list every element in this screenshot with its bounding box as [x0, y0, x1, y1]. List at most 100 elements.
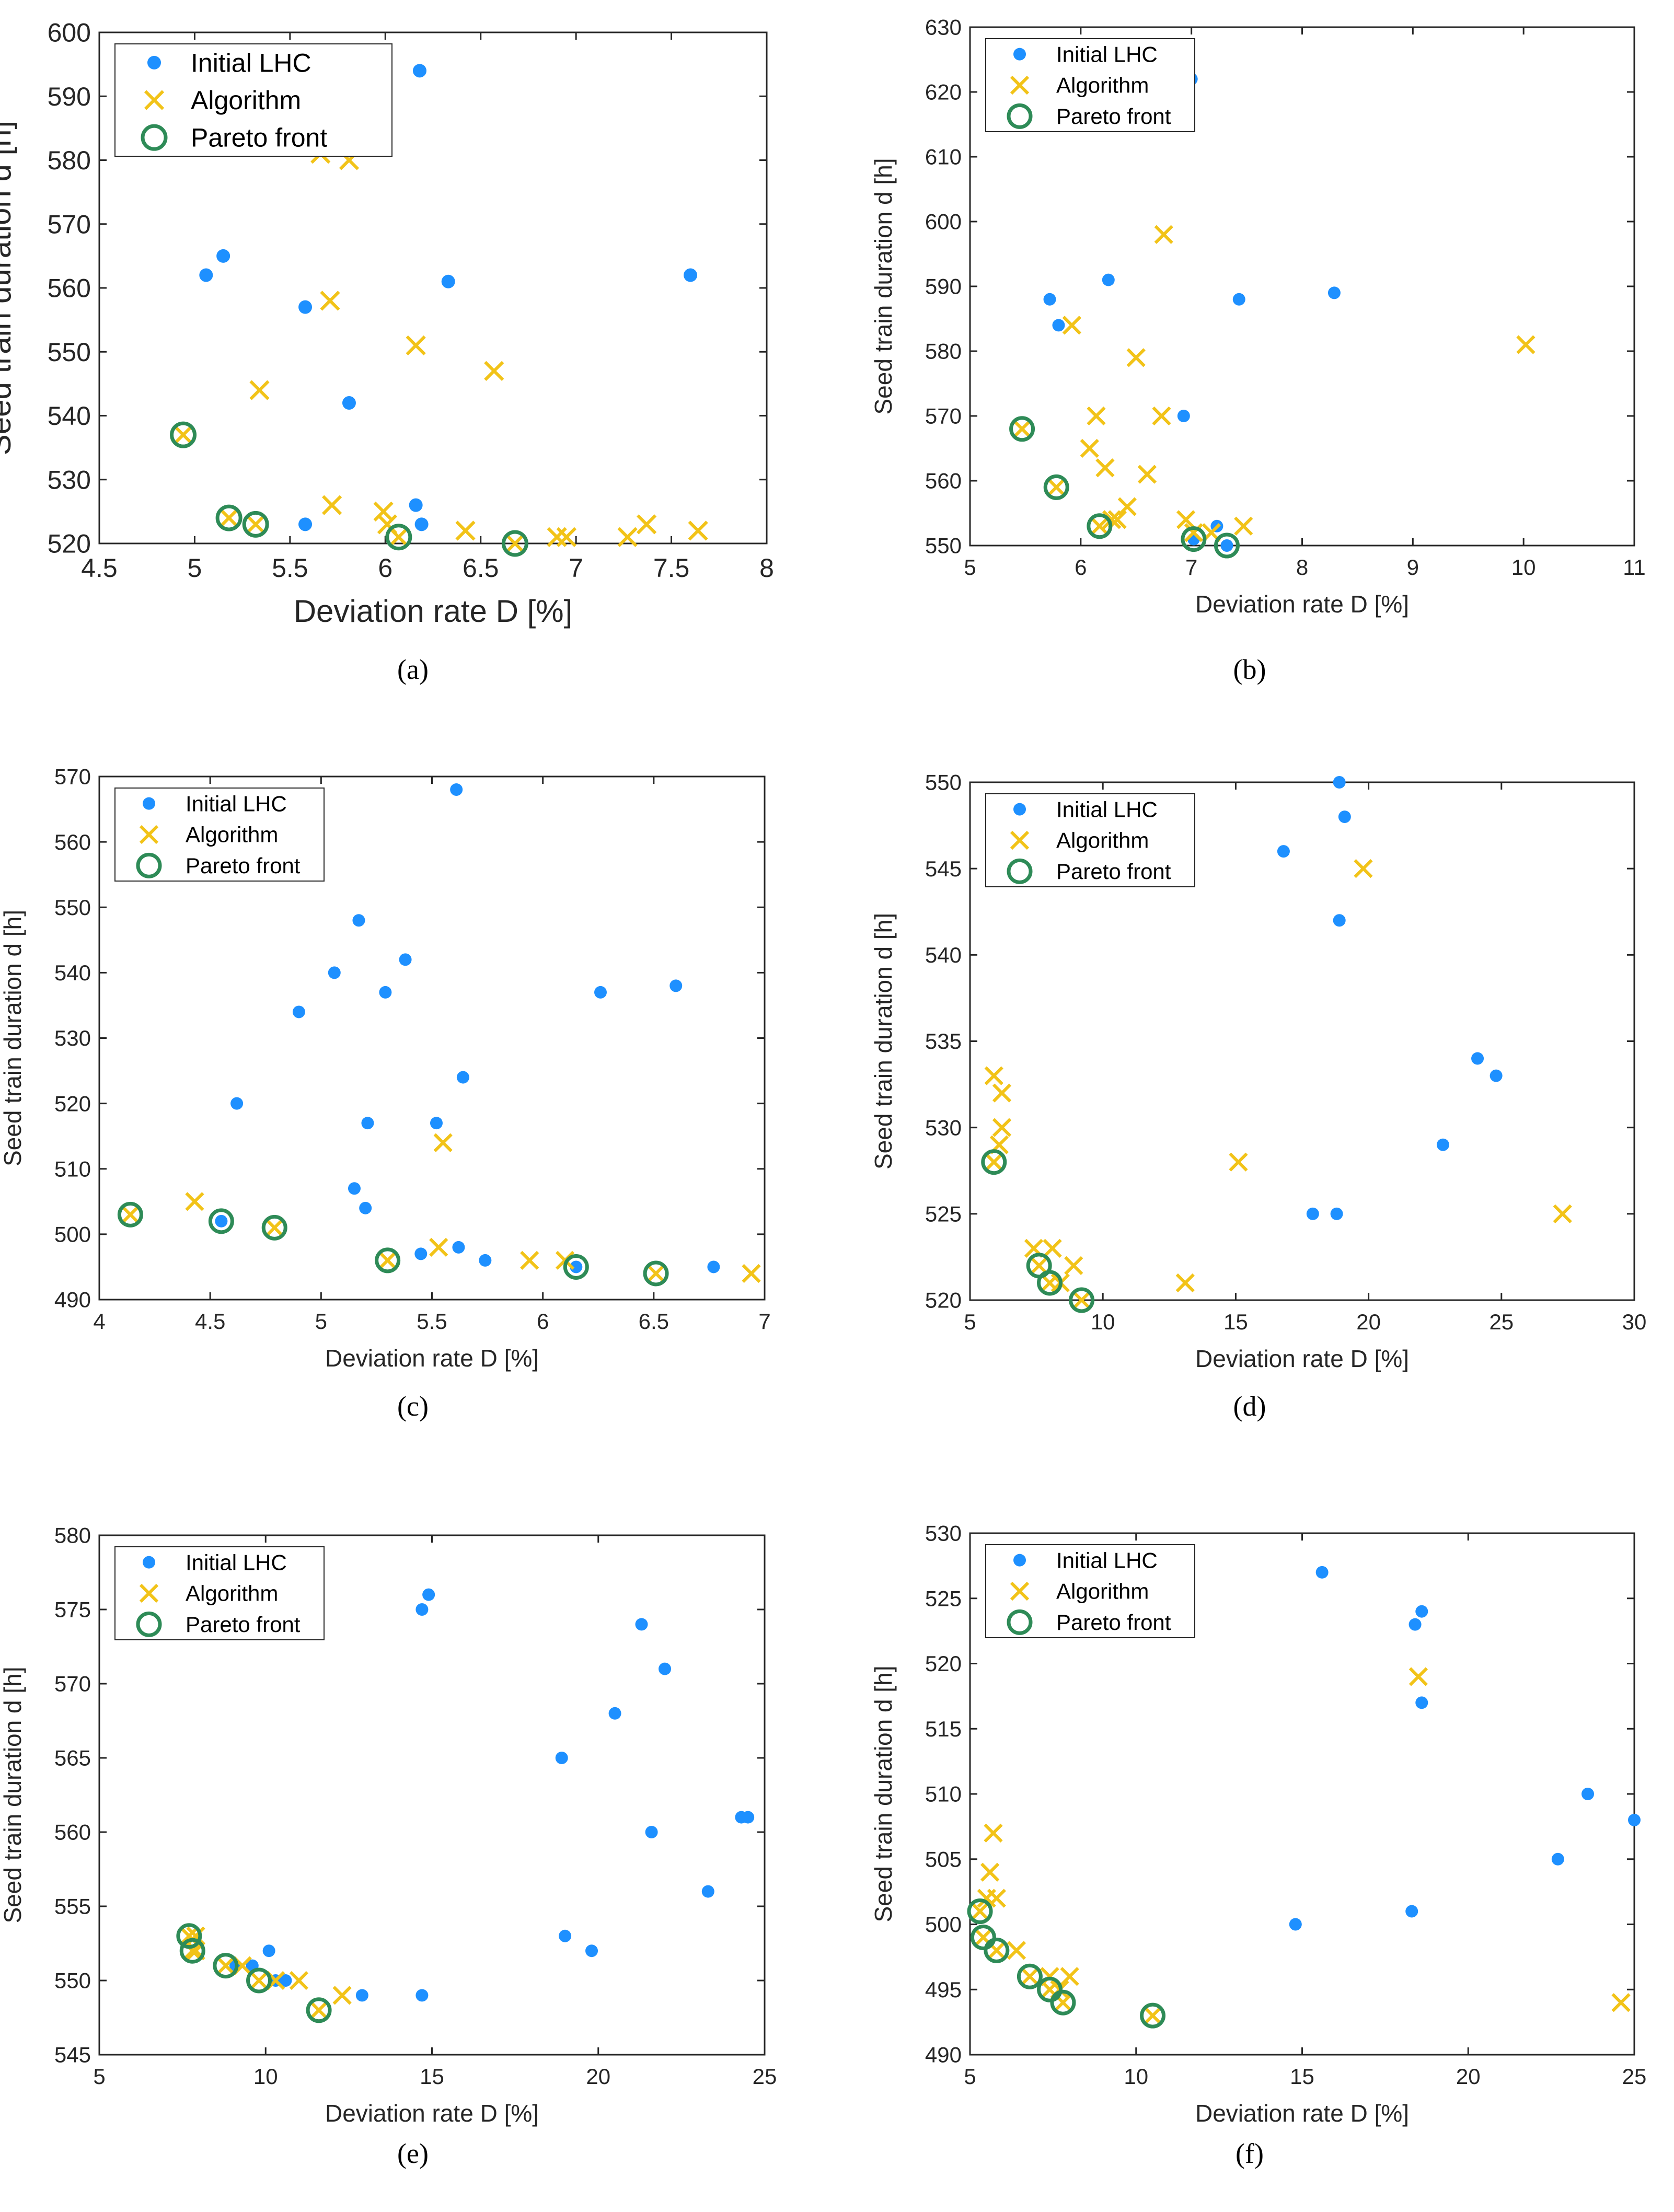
lhc-point: [441, 274, 455, 288]
algorithm-cross-stroke: [1062, 316, 1082, 335]
lhc-point: [216, 249, 230, 263]
x-tick-label: 6: [1075, 555, 1087, 580]
x-axis-label: Deviation rate D [%]: [325, 2100, 539, 2127]
legend-label-pareto: Pareto front: [1056, 104, 1171, 129]
panel-label-f: (f): [1236, 2138, 1264, 2169]
algorithm-cross-stroke: [1047, 478, 1066, 497]
algorithm-point: [1117, 497, 1137, 516]
y-tick-label: 560: [925, 469, 962, 493]
y-tick-label: 630: [925, 15, 962, 40]
algorithm-point: [1064, 1256, 1083, 1276]
algorithm-cross-stroke: [974, 1928, 993, 1947]
lhc-point: [1102, 273, 1115, 286]
algorithm-cross-stroke: [1409, 1667, 1428, 1686]
lhc-point: [1277, 845, 1290, 858]
legend-cross-stroke: [1010, 830, 1030, 850]
algorithm-cross-stroke: [332, 1986, 352, 2005]
legend-lhc-marker: [1013, 803, 1026, 816]
x-tick-label: 8: [759, 553, 774, 583]
legend-label-algorithm: Algorithm: [186, 1581, 278, 1606]
legend-label-algorithm: Algorithm: [1056, 73, 1149, 98]
x-tick-label: 6: [378, 553, 392, 583]
lhc-point: [352, 914, 365, 927]
algorithm-cross-stroke: [1553, 1204, 1572, 1223]
legend: Initial LHC Algorithm Pareto front: [985, 1544, 1195, 1638]
algorithm-cross-stroke: [984, 1066, 1003, 1085]
pareto-point: [967, 1898, 993, 1925]
legend-label-lhc: Initial LHC: [1056, 1548, 1158, 1572]
y-tick-label: 530: [48, 465, 91, 494]
pareto-point: [385, 524, 412, 551]
pareto-point: [242, 511, 269, 538]
lhc-point: [292, 1005, 305, 1018]
legend: Initial LHC Algorithm Pareto front: [114, 1546, 325, 1640]
algorithm-point: [1229, 1152, 1248, 1172]
x-axis-label: Deviation rate D [%]: [1195, 1345, 1409, 1372]
pareto-point: [501, 530, 528, 557]
algorithm-cross-stroke: [183, 1941, 202, 1961]
y-tick-label: 550: [925, 534, 962, 558]
panel-label-a: (a): [397, 654, 429, 685]
algorithm-point: [246, 514, 266, 535]
lhc-point: [635, 1618, 648, 1631]
algorithm-point: [992, 1118, 1012, 1137]
scatter-chart-f: 5 10 15 20 25490495500505510515520525530Devi…: [870, 1521, 1646, 2127]
lhc-point: [430, 1117, 443, 1130]
lhc-point: [1415, 1696, 1428, 1709]
y-tick-label: 500: [54, 1222, 91, 1247]
chart-panel-c: 4 4.5 5 5.5 6 6.5 7 490 500 510 520 530 540 550 560 570…: [0, 737, 837, 1474]
legend-label-lhc: Initial LHC: [186, 791, 287, 816]
algorithm-cross-stroke: [429, 1237, 448, 1257]
x-tick-label: 7: [758, 1309, 770, 1334]
algorithm-cross-stroke: [1072, 1290, 1091, 1310]
scatter-chart-e: 5 10 15 20 25 545 550 555 560 565 570 575 580 Deviati…: [0, 1523, 777, 2127]
legend-lhc-marker: [1013, 1554, 1026, 1567]
algorithm-cross-stroke: [185, 1192, 204, 1211]
legend-pareto-marker: [136, 852, 162, 878]
algorithm-cross-stroke: [1152, 406, 1171, 426]
pareto-point: [1214, 532, 1240, 559]
y-tick-label: 520: [54, 1091, 91, 1116]
lhc-point: [684, 268, 698, 282]
x-tick-label: 7.5: [653, 553, 690, 583]
lhc-point: [298, 517, 313, 531]
algorithm-cross-stroke: [984, 1152, 1003, 1172]
algorithm-point: [433, 1133, 453, 1152]
pareto-point: [215, 504, 243, 531]
algorithm-cross-stroke: [1020, 1967, 1040, 1986]
y-tick-label: 570: [925, 404, 962, 428]
lhc-point: [701, 1885, 714, 1898]
algorithm-cross-stroke: [1126, 348, 1146, 367]
lhc-point: [1581, 1788, 1595, 1800]
algorithm-cross-stroke: [1053, 1993, 1073, 2012]
y-axis-label: Seed train duration d [h]: [0, 1667, 26, 1924]
algorithm-point: [556, 527, 577, 547]
algorithm-cross-stroke: [1354, 859, 1373, 878]
legend-label-pareto: Pareto front: [186, 1612, 301, 1637]
y-tick-label: 555: [54, 1894, 91, 1919]
algorithm-cross-stroke: [1064, 1256, 1083, 1276]
y-tick-label: 495: [925, 1977, 962, 2002]
algorithm-point: [1062, 316, 1082, 335]
lhc-point: [1315, 1566, 1329, 1579]
y-tick-label: 580: [48, 146, 91, 175]
lhc-point: [1333, 914, 1346, 927]
algorithm-point: [1080, 438, 1099, 458]
algorithm-point: [1354, 859, 1373, 878]
legend-label-algorithm: Algorithm: [1056, 1579, 1149, 1604]
lhc-point: [298, 300, 313, 314]
pareto-point: [170, 421, 197, 448]
algorithm-cross-stroke: [388, 527, 409, 547]
y-axis-label: Seed train duration d [h]: [0, 121, 17, 455]
y-tick-label: 515: [925, 1717, 962, 1741]
algorithm-point: [555, 1250, 575, 1270]
algorithm-cross-stroke: [1143, 2006, 1162, 2025]
pareto-point: [563, 1254, 589, 1280]
algorithm-point: [617, 527, 638, 547]
algorithm-point: [1175, 1273, 1195, 1293]
algorithm-cross-stroke: [556, 527, 577, 547]
y-tick-label: 540: [54, 960, 91, 985]
x-tick-label: 10: [1511, 555, 1536, 580]
y-tick-label: 560: [54, 1820, 91, 1845]
algorithm-cross-stroke: [970, 1902, 990, 1921]
